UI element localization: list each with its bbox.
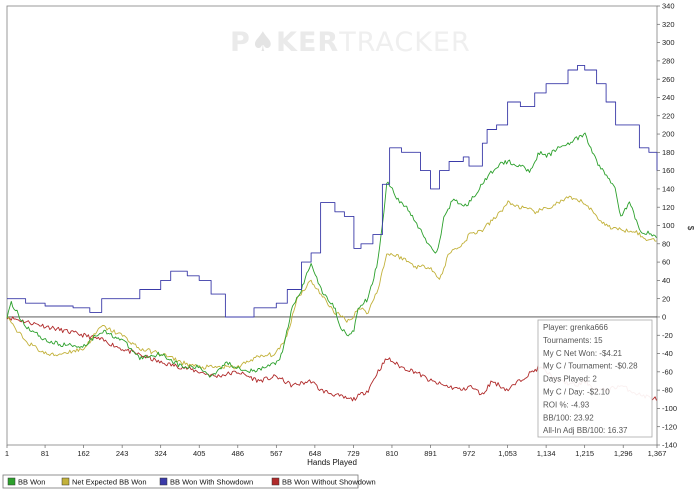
- x-tick-label: 1,296: [614, 449, 633, 458]
- stats-line: All-In Adj BB/100: 16.37: [543, 426, 628, 435]
- x-tick-label: 324: [154, 449, 167, 458]
- y-tick-label: 220: [662, 111, 675, 120]
- y-tick-label: -120: [662, 422, 677, 431]
- stats-line: ROI %: -4.93: [543, 400, 590, 409]
- watermark-ker: KER: [276, 27, 339, 58]
- pokertracker-watermark: P♠KERTRACKER: [230, 27, 471, 58]
- legend-label: BB Won: [18, 478, 45, 487]
- legend-swatch: [159, 477, 168, 486]
- x-tick-label: 567: [270, 449, 283, 458]
- x-tick-label: 486: [232, 449, 245, 458]
- y-tick-label: 280: [662, 56, 675, 65]
- x-axis: 1 81 162 243 324 405 486 567 648 729 810 891 972 1,05…: [5, 445, 666, 458]
- y-tick-label: 300: [662, 38, 675, 47]
- legend: BB Won Net Expected BB Won BB Won With Sho…: [2, 474, 376, 489]
- y-tick-label: 240: [662, 93, 675, 102]
- y-tick-label: 20: [662, 294, 670, 303]
- stats-line: My C / Tournament: -$0.28: [543, 362, 638, 371]
- svg-text:P♠KERTRACKER: P♠KERTRACKER: [230, 27, 471, 58]
- y-tick-label: -100: [662, 404, 677, 413]
- x-tick-label: 1,053: [498, 449, 517, 458]
- legend-swatch: [7, 477, 16, 486]
- stats-line: My C / Day: -$2.10: [543, 388, 610, 397]
- y-tick-label: -140: [662, 441, 677, 450]
- x-tick-label: 162: [77, 449, 90, 458]
- legend-swatch: [61, 477, 70, 486]
- y-tick-label: 0: [662, 313, 666, 322]
- y-tick-label: 340: [662, 2, 675, 11]
- stats-line: BB/100: 23.92: [543, 413, 594, 422]
- x-tick-label: 972: [463, 449, 476, 458]
- x-tick-label: 891: [424, 449, 437, 458]
- y-tick-label: -20: [662, 331, 673, 340]
- legend-label: BB Won With Showdown: [170, 478, 253, 487]
- y-tick-label: 80: [662, 239, 670, 248]
- legend-label: BB Won Without Showdown: [282, 478, 376, 487]
- x-tick-label: 1: [5, 449, 9, 458]
- x-tick-label: 1,215: [575, 449, 594, 458]
- stats-line: Days Played: 2: [543, 375, 597, 384]
- stats-line: My C Net Won: -$4.21: [543, 349, 623, 358]
- y-tick-label: 140: [662, 185, 675, 194]
- stats-line: Player: grenka666: [543, 323, 608, 332]
- y-tick-label: 60: [662, 258, 670, 267]
- legend-swatch: [271, 477, 280, 486]
- y-tick-label: 260: [662, 75, 675, 84]
- x-tick-label: 1,134: [537, 449, 556, 458]
- series-line-bb-won: [6, 132, 657, 378]
- y-axis-title: $: [686, 226, 695, 231]
- y-tick-label: -40: [662, 349, 673, 358]
- y-tick-label: 160: [662, 166, 675, 175]
- x-tick-label: 405: [193, 449, 206, 458]
- series-line-net-expected-bb-won: [6, 195, 657, 370]
- y-tick-label: 120: [662, 203, 675, 212]
- y-tick-label: 320: [662, 20, 675, 29]
- x-tick-label: 729: [347, 449, 360, 458]
- y-axis: -140 -120 -100 -80 -60 -40 -20 0 20 40 60 80 100 120 1…: [657, 2, 677, 450]
- watermark-tracker: TRACKER: [338, 27, 471, 58]
- y-tick-label: 200: [662, 130, 675, 139]
- x-tick-label: 810: [386, 449, 399, 458]
- y-tick-label: 180: [662, 148, 675, 157]
- player-stats-box: Player: grenka666 Tournaments: 15 My C Net…: [537, 319, 653, 438]
- x-tick-label: 243: [116, 449, 129, 458]
- series-line-bb-won-with-showdown: [7, 64, 658, 318]
- y-tick-label: 100: [662, 221, 675, 230]
- y-tick-label: -60: [662, 367, 673, 376]
- legend-label: Net Expected BB Won: [72, 478, 146, 487]
- x-axis-title: Hands Played: [307, 458, 357, 467]
- stats-line: Tournaments: 15: [543, 336, 603, 345]
- watermark-chip: ♠: [251, 27, 276, 58]
- watermark-p: P: [230, 27, 251, 58]
- x-tick-label: 1,367: [648, 449, 667, 458]
- x-tick-label: 81: [41, 449, 49, 458]
- y-tick-label: -80: [662, 386, 673, 395]
- x-tick-label: 648: [309, 449, 322, 458]
- y-tick-label: 40: [662, 276, 670, 285]
